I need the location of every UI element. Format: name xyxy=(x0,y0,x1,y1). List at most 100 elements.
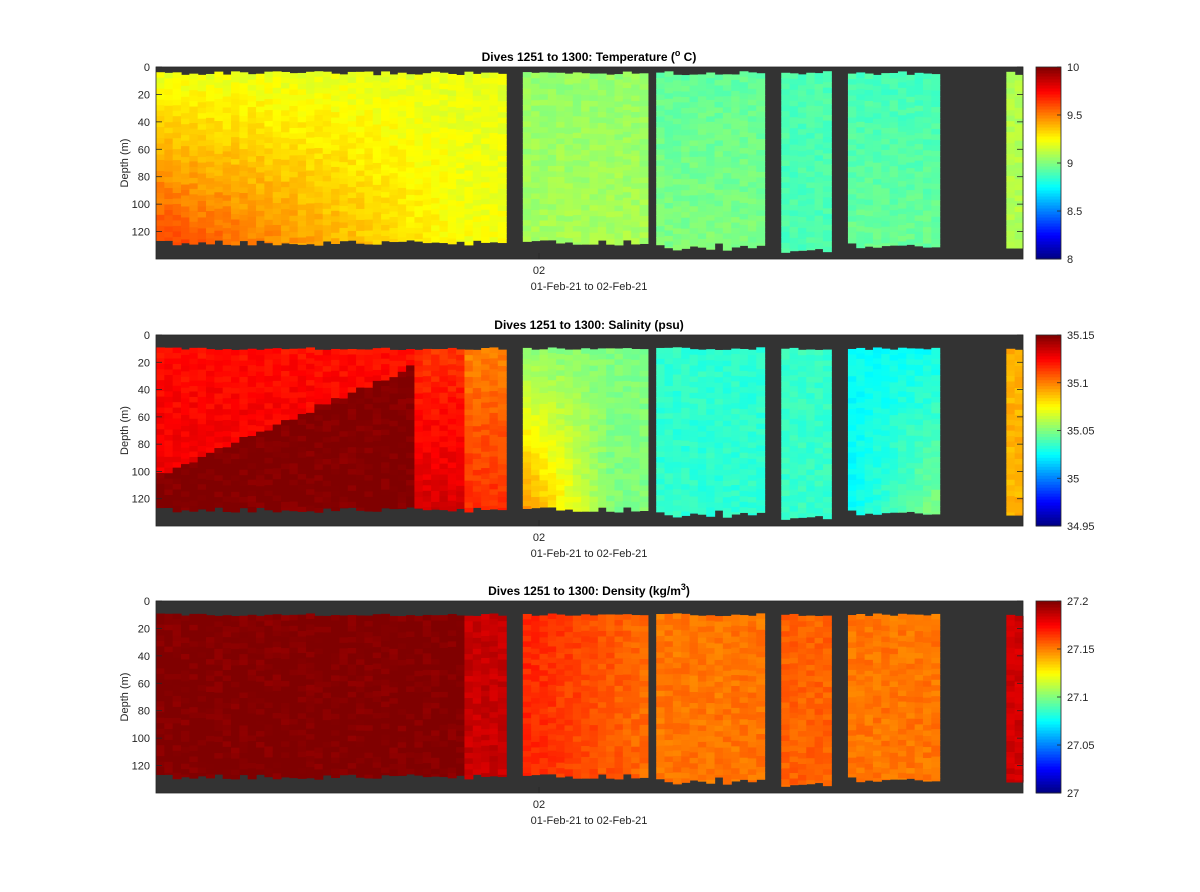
heatmap-cell xyxy=(222,436,232,443)
heatmap-cell xyxy=(597,408,607,415)
heatmap-cell xyxy=(256,480,265,487)
heatmap-cell xyxy=(614,227,624,234)
heatmap-cell xyxy=(381,489,391,496)
heatmap-cell xyxy=(522,495,532,502)
heatmap-cell xyxy=(497,420,507,427)
heatmap-cell xyxy=(239,88,249,95)
heatmap-cell xyxy=(931,134,941,141)
heatmap-cell xyxy=(739,104,749,111)
heatmap-cell xyxy=(889,215,899,222)
heatmap-cell xyxy=(539,463,549,470)
heatmap-cell xyxy=(339,129,349,136)
heatmap-cell xyxy=(581,348,591,355)
heatmap-cell xyxy=(522,484,532,491)
heatmap-cell xyxy=(589,84,599,91)
heatmap-cell xyxy=(289,89,299,96)
heatmap-cell xyxy=(431,208,441,215)
heatmap-cell xyxy=(622,214,632,221)
heatmap-cell xyxy=(381,473,391,480)
heatmap-cell xyxy=(581,210,591,217)
heatmap-cell xyxy=(689,156,699,163)
heatmap-cell xyxy=(297,414,307,420)
colorbar-tick-label: 9.5 xyxy=(1067,110,1082,122)
heatmap-cell xyxy=(631,106,641,113)
heatmap-cell xyxy=(164,369,174,376)
heatmap-cell xyxy=(372,386,382,393)
heatmap-cell xyxy=(247,238,257,245)
heatmap-cell xyxy=(314,382,324,389)
heatmap-cell xyxy=(722,178,732,185)
heatmap-cell xyxy=(1006,148,1016,155)
heatmap-cell xyxy=(597,106,607,113)
heatmap-cell xyxy=(681,184,691,191)
heatmap-cell xyxy=(322,203,332,210)
heatmap-cell xyxy=(314,469,324,476)
heatmap-cell xyxy=(606,446,616,453)
heatmap-cell xyxy=(214,458,224,465)
heatmap-cell xyxy=(314,98,324,105)
heatmap-cell xyxy=(239,497,249,503)
heatmap-cell xyxy=(581,171,591,178)
heatmap-cell xyxy=(539,414,549,421)
heatmap-cell xyxy=(547,363,557,370)
heatmap-cell xyxy=(206,458,215,465)
heatmap-cell xyxy=(731,419,741,426)
heatmap-cell xyxy=(706,491,716,498)
heatmap-cell xyxy=(922,139,932,146)
heatmap-cell xyxy=(431,165,441,171)
heatmap-cell xyxy=(222,381,232,388)
heatmap-cell xyxy=(631,183,641,190)
heatmap-cell xyxy=(556,506,566,511)
heatmap-cell xyxy=(439,165,449,172)
heatmap-cell xyxy=(447,369,457,376)
heatmap-cell xyxy=(356,480,366,487)
heatmap-cell xyxy=(364,398,374,405)
heatmap-cell xyxy=(164,353,174,360)
heatmap-cell xyxy=(906,96,916,103)
heatmap-cell xyxy=(431,474,441,481)
heatmap-cell xyxy=(797,162,807,169)
heatmap-cell xyxy=(289,397,299,404)
heatmap-cell xyxy=(572,165,582,172)
heatmap-cell xyxy=(547,434,557,441)
heatmap-cell xyxy=(681,429,691,436)
heatmap-cell xyxy=(731,123,741,130)
heatmap-cell xyxy=(472,232,482,239)
heatmap-cell xyxy=(356,414,366,421)
heatmap-cell xyxy=(814,160,824,167)
heatmap-cell xyxy=(589,150,599,157)
heatmap-cell xyxy=(214,502,224,508)
heatmap-cell xyxy=(581,462,591,469)
heatmap-cell xyxy=(356,203,366,210)
heatmap-cell xyxy=(172,105,182,112)
heatmap-cell xyxy=(439,72,449,79)
heatmap-cell xyxy=(189,440,199,447)
heatmap-cell xyxy=(481,154,491,161)
heatmap-cell xyxy=(714,107,724,114)
heatmap-cell xyxy=(881,127,891,134)
heatmap-cell xyxy=(681,495,691,502)
heatmap-cell xyxy=(406,90,416,97)
heatmap-cell xyxy=(881,243,891,247)
heatmap-cell xyxy=(581,353,591,360)
heatmap-cell xyxy=(572,83,582,90)
heatmap-cell xyxy=(356,236,366,243)
heatmap-cell xyxy=(214,93,224,100)
heatmap-cell xyxy=(731,217,741,224)
heatmap-cell xyxy=(806,122,816,129)
heatmap-cell xyxy=(156,352,165,359)
heatmap-cell xyxy=(747,376,757,383)
heatmap-cell xyxy=(206,211,215,218)
heatmap-cell xyxy=(822,82,832,89)
heatmap-cell xyxy=(539,209,549,216)
heatmap-cell xyxy=(372,86,382,93)
heatmap-cell xyxy=(247,216,257,223)
heatmap-cell xyxy=(406,441,416,448)
heatmap-cell xyxy=(714,184,724,191)
heatmap-cell xyxy=(397,502,407,509)
heatmap-cell xyxy=(706,231,716,238)
heatmap-cell xyxy=(231,442,240,449)
heatmap-cell xyxy=(364,186,374,193)
heatmap-cell xyxy=(164,418,174,425)
colorbar-swatch xyxy=(1036,133,1061,137)
